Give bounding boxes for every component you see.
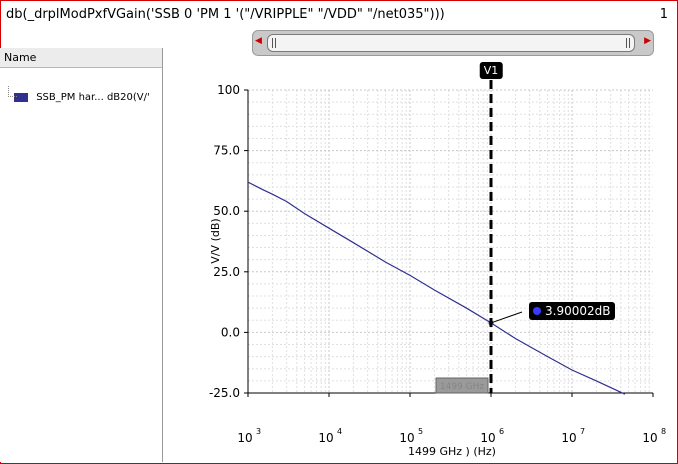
x-tick-exponent: 6 <box>499 427 504 436</box>
x-tick-label: 10 <box>642 431 657 445</box>
tree-connector <box>8 86 17 97</box>
marker-label[interactable]: 3.90002dB <box>529 302 616 320</box>
marker-value: 3.90002dB <box>545 304 611 318</box>
cursor-label-v1[interactable]: V1 <box>479 62 503 79</box>
x-tick-exponent: 4 <box>337 427 342 436</box>
thumb-grip-right-icon <box>626 38 630 48</box>
x-tick-exponent: 3 <box>256 427 261 436</box>
y-tick-label: 75.0 <box>213 144 240 158</box>
x-tick-label: 10 <box>237 431 252 445</box>
x-position-readout-value: 1499 GHz <box>440 382 485 392</box>
x-tick-label: 10 <box>399 431 414 445</box>
y-tick-label: 0.0 <box>221 325 240 339</box>
x-tick-label: 10 <box>561 431 576 445</box>
window-title: db(_drplModPxfVGain('SSB 0 'PM 1 '("/VRI… <box>6 7 445 22</box>
scroll-left-arrow-icon[interactable]: ◀ <box>255 36 262 46</box>
scroll-right-arrow-icon[interactable]: ▶ <box>644 36 651 46</box>
series-line <box>247 181 626 395</box>
y-tick-label: 25.0 <box>213 265 240 279</box>
name-column-header[interactable]: Name <box>0 48 162 68</box>
y-axis-label: V/V (dB) <box>209 218 222 263</box>
y-tick-label: -25.0 <box>209 386 240 400</box>
trace-color-swatch <box>14 92 28 102</box>
marker-dot-icon <box>533 307 541 315</box>
tick-labels: 100 75.0 50.0 25.0 0.0 -25.0 10 3 10 4 10 5 10 6 10 7 10… <box>209 83 666 445</box>
x-tick-exponent: 8 <box>661 427 666 436</box>
x-axis-label: 1499 GHz ) (Hz) <box>408 445 496 458</box>
trace-label: SSB_PM har... dB20(V/' <box>36 92 150 103</box>
x-tick-label: 10 <box>318 431 333 445</box>
trace-list-item[interactable]: SSB_PM har... dB20(V/' <box>6 86 150 103</box>
y-tick-label: 50.0 <box>213 204 240 218</box>
trace-browser-panel: Name SSB_PM har... dB20(V/' <box>0 48 163 462</box>
plot-background <box>248 90 653 393</box>
marker-leader-line <box>490 311 523 324</box>
grid-lines <box>247 89 653 394</box>
thumb-grip-left-icon <box>272 38 276 48</box>
page-number: 1 <box>659 7 668 22</box>
horizontal-scrollbar[interactable]: ◀ ▶ <box>252 30 654 56</box>
x-tick-label: 10 <box>480 431 495 445</box>
x-tick-exponent: 7 <box>580 427 585 436</box>
y-tick-label: 100 <box>217 83 240 97</box>
x-tick-exponent: 5 <box>418 427 423 436</box>
scrollbar-thumb[interactable] <box>267 34 635 52</box>
x-position-readout-box[interactable] <box>435 377 489 394</box>
